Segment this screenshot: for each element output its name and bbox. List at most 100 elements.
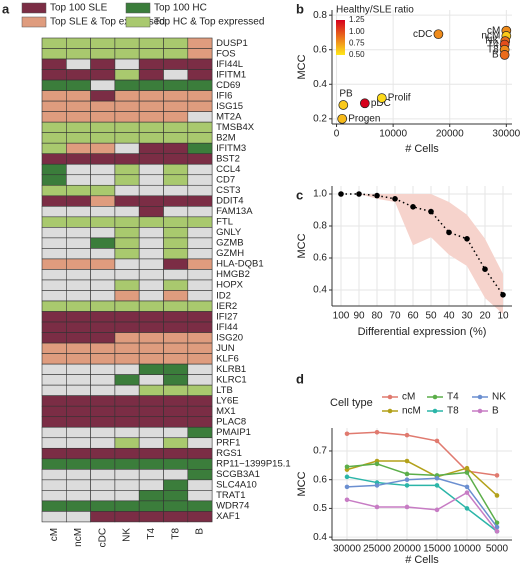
- heatmap-cell: [90, 248, 116, 260]
- point: [404, 458, 410, 464]
- x-tick-label: 15000: [423, 544, 451, 555]
- legend-label: B: [492, 406, 499, 417]
- x-tick-label: 10000: [379, 129, 407, 140]
- heatmap-cell: [114, 184, 140, 197]
- point: [434, 483, 440, 488]
- heatmap-cell: [41, 248, 67, 260]
- row-label: LY6E: [216, 395, 239, 406]
- heatmap-cell: [66, 269, 91, 281]
- y-tick-label: 0.8: [313, 10, 327, 21]
- heatmap-cell: [66, 311, 91, 323]
- x-tick-label: 25000: [363, 544, 391, 555]
- heatmap-cell: [114, 353, 140, 365]
- heatmap-cell: [41, 511, 67, 523]
- heatmap-cell: [163, 290, 189, 302]
- row-label: DDIT4: [216, 196, 243, 207]
- heatmap-cell: [138, 132, 164, 144]
- ribbon: [341, 194, 503, 314]
- heatmap-cell: [90, 405, 116, 418]
- x-tick-label: 0: [334, 129, 340, 140]
- heatmap-cell: [66, 447, 91, 460]
- heatmap-cell: [163, 132, 189, 144]
- point-label: NK: [485, 36, 499, 47]
- colorbar-tick-label: 0.75: [349, 38, 365, 47]
- heatmap-cell: [66, 48, 91, 60]
- heatmap-cell: [138, 447, 164, 460]
- heatmap-cell: [114, 395, 140, 407]
- heatmap-cell: [114, 321, 140, 333]
- row-label: IFI44: [216, 322, 238, 333]
- heatmap-cell: [114, 332, 140, 344]
- heatmap-cell: [138, 90, 164, 102]
- row-label: TRAT1: [216, 490, 245, 501]
- heatmap-cell: [41, 195, 67, 207]
- heatmap-cell: [163, 184, 189, 197]
- heatmap-cell: [163, 311, 189, 323]
- heatmap-cell: [138, 248, 164, 260]
- row-label: JUN: [216, 343, 235, 354]
- heatmap-cell: [90, 395, 116, 407]
- heatmap-cell: [163, 237, 189, 249]
- heatmap-cell: [163, 500, 189, 512]
- heatmap-cell: [114, 269, 140, 281]
- point: [446, 229, 452, 236]
- x-tick-label: 40: [443, 311, 455, 322]
- heatmap-cell: [163, 469, 189, 481]
- heatmap-cell: [187, 342, 213, 354]
- row-label: SCGB3A1: [216, 469, 260, 480]
- heatmap-cell: [66, 395, 91, 407]
- legend-dot: [387, 394, 393, 400]
- heatmap-cell: [163, 48, 189, 60]
- point: [356, 191, 362, 197]
- heatmap-cell: [163, 37, 189, 49]
- point: [404, 471, 410, 477]
- heatmap-cell: [163, 227, 189, 239]
- heatmap-cell: [187, 437, 213, 449]
- heatmap-cell: [66, 79, 91, 91]
- heatmap-cell: [90, 500, 116, 512]
- heatmap-cell: [90, 469, 116, 481]
- heatmap-cell: [66, 184, 91, 197]
- heatmap-cell: [187, 479, 213, 491]
- heatmap-cell: [90, 195, 116, 207]
- heatmap-cell: [66, 353, 91, 365]
- heatmap-cell: [187, 458, 213, 470]
- heatmap-cell: [41, 153, 67, 165]
- heatmap-cell: [114, 363, 140, 375]
- y-axis-title: MCC: [296, 233, 308, 258]
- heatmap-cell: [163, 142, 189, 155]
- y-tick-label: 0.4: [313, 79, 327, 90]
- y-tick-label: 0.7: [313, 446, 327, 457]
- heatmap-cell: [90, 48, 116, 60]
- heatmap-cell: [66, 163, 91, 176]
- heatmap-cell: [41, 447, 67, 460]
- heatmap-cell: [90, 437, 116, 449]
- heatmap-cell: [114, 248, 140, 260]
- x-tick-label: 30: [461, 311, 473, 322]
- heatmap-cell: [187, 269, 213, 281]
- row-label: RP11−1399P15.1: [216, 459, 291, 470]
- heatmap-cell: [187, 363, 213, 375]
- heatmap-cell: [114, 490, 140, 502]
- point: [392, 196, 398, 202]
- heatmap-cell: [66, 58, 91, 70]
- point-label: pDC: [371, 98, 391, 109]
- heatmap-cell: [187, 206, 213, 218]
- heatmap-cell: [90, 479, 116, 491]
- row-label: LTB: [216, 385, 233, 396]
- heatmap-cell: [187, 100, 213, 112]
- y-tick-label: 1.0: [313, 189, 327, 200]
- heatmap-cell: [163, 374, 189, 386]
- heatmap-cell: [66, 490, 91, 502]
- heatmap-cell: [163, 447, 189, 460]
- heatmap-cell: [138, 332, 164, 344]
- heatmap-cell: [187, 490, 213, 502]
- heatmap-cell: [41, 269, 67, 281]
- heatmap-cell: [163, 216, 189, 228]
- heatmap-cell: [138, 100, 164, 112]
- heatmap-cell: [41, 437, 67, 449]
- row-label: ID2: [216, 290, 231, 301]
- point: [374, 461, 380, 467]
- heatmap-cell: [41, 490, 67, 502]
- point-label: PB: [339, 89, 353, 100]
